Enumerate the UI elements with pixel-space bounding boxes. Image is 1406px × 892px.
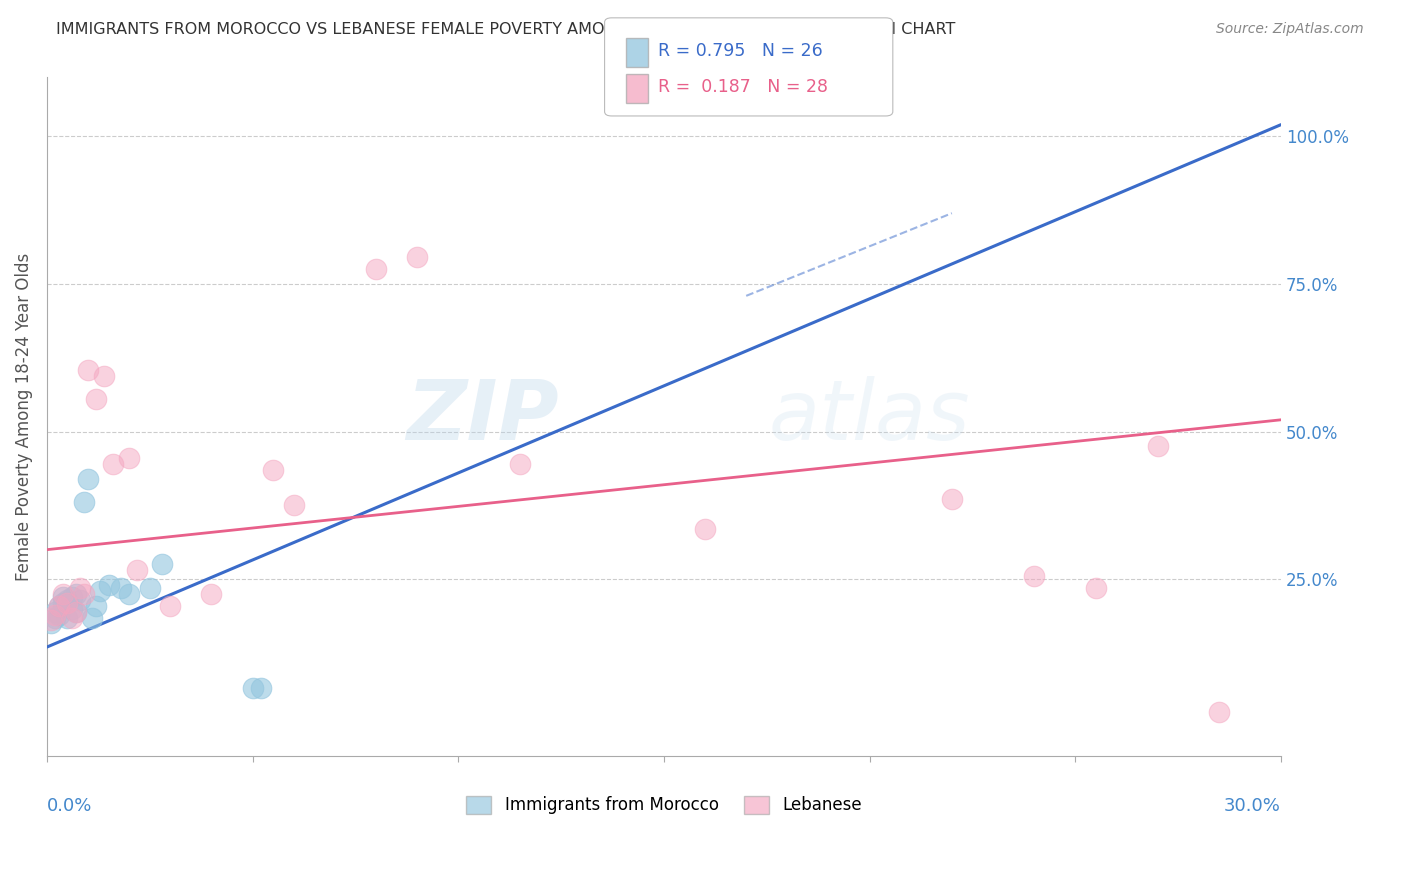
Point <box>118 451 141 466</box>
Point <box>60 590 83 604</box>
Point <box>56 596 79 610</box>
Point <box>44 605 66 619</box>
Point <box>77 472 100 486</box>
Point <box>283 499 305 513</box>
Point <box>52 590 75 604</box>
Point <box>200 587 222 601</box>
Text: 30.0%: 30.0% <box>1225 797 1281 815</box>
Point <box>693 522 716 536</box>
Point <box>1084 581 1107 595</box>
Point <box>364 262 387 277</box>
Point <box>77 362 100 376</box>
Point <box>118 587 141 601</box>
Legend: Immigrants from Morocco, Lebanese: Immigrants from Morocco, Lebanese <box>458 788 870 822</box>
Point <box>97 578 120 592</box>
Point <box>73 587 96 601</box>
Point <box>1024 569 1046 583</box>
Point <box>69 581 91 595</box>
Point <box>48 599 70 613</box>
Point <box>44 607 66 622</box>
Point <box>60 601 83 615</box>
Point <box>110 581 132 595</box>
Point <box>82 610 104 624</box>
Point <box>65 587 87 601</box>
Point <box>941 492 963 507</box>
Point <box>249 681 271 696</box>
Point <box>84 392 107 406</box>
Point <box>60 610 83 624</box>
Text: Source: ZipAtlas.com: Source: ZipAtlas.com <box>1216 22 1364 37</box>
Point <box>509 457 531 471</box>
Point <box>65 605 87 619</box>
Text: R =  0.187   N = 28: R = 0.187 N = 28 <box>658 78 828 95</box>
Point <box>101 457 124 471</box>
Point <box>44 610 66 624</box>
Point <box>39 616 62 631</box>
Point <box>56 610 79 624</box>
Text: atlas: atlas <box>769 376 970 458</box>
Text: 0.0%: 0.0% <box>46 797 93 815</box>
Point <box>84 599 107 613</box>
Point <box>242 681 264 696</box>
Point <box>48 599 70 613</box>
Point <box>69 592 91 607</box>
Text: IMMIGRANTS FROM MOROCCO VS LEBANESE FEMALE POVERTY AMONG 18-24 YEAR OLDS CORRELA: IMMIGRANTS FROM MOROCCO VS LEBANESE FEMA… <box>56 22 956 37</box>
Point <box>150 558 173 572</box>
Point <box>73 495 96 509</box>
Point <box>93 368 115 383</box>
Point <box>159 599 181 613</box>
Text: R = 0.795   N = 26: R = 0.795 N = 26 <box>658 42 823 60</box>
Point <box>89 584 111 599</box>
Point <box>65 605 87 619</box>
Point <box>138 581 160 595</box>
Point <box>262 463 284 477</box>
Point <box>1146 439 1168 453</box>
Point <box>39 614 62 628</box>
Point <box>56 592 79 607</box>
Point <box>127 563 149 577</box>
Point <box>1208 705 1230 719</box>
Point <box>48 607 70 622</box>
Point <box>406 251 429 265</box>
Point <box>52 587 75 601</box>
Y-axis label: Female Poverty Among 18-24 Year Olds: Female Poverty Among 18-24 Year Olds <box>15 252 32 581</box>
Text: ZIP: ZIP <box>406 376 560 458</box>
Point <box>52 596 75 610</box>
